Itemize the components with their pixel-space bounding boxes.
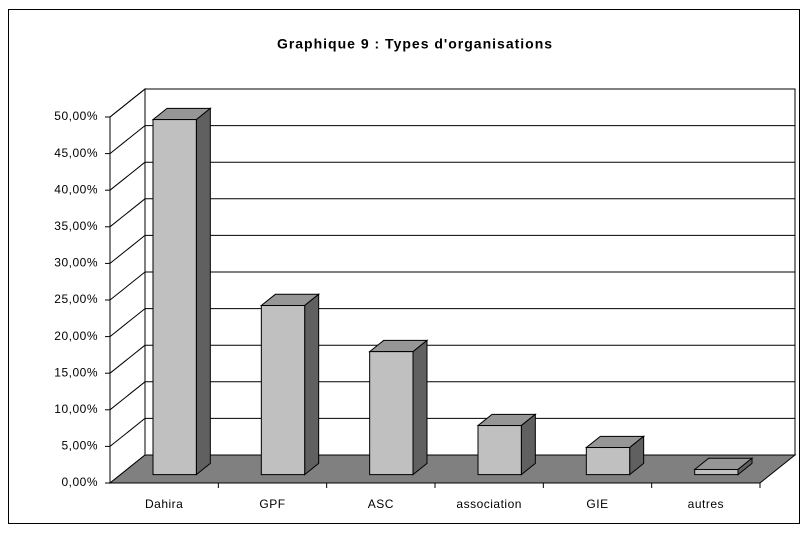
chart-title: Graphique 9 : Types d'organisations bbox=[277, 36, 553, 52]
y-tick-label: 30,00% bbox=[54, 256, 98, 270]
y-tick-label: 0,00% bbox=[61, 475, 98, 489]
grid-line bbox=[109, 381, 146, 411]
y-tick-label: 40,00% bbox=[54, 182, 98, 196]
bar bbox=[260, 305, 306, 476]
bar-side bbox=[412, 339, 428, 476]
grid-line bbox=[109, 235, 146, 264]
x-tick-label: GPF bbox=[259, 497, 285, 511]
grid-line bbox=[109, 271, 146, 301]
grid-line bbox=[109, 125, 146, 154]
y-tick-label: 35,00% bbox=[54, 219, 98, 233]
grid-line bbox=[109, 198, 146, 228]
y-tick-label: 20,00% bbox=[54, 329, 98, 343]
bar bbox=[694, 468, 739, 476]
bar bbox=[477, 425, 522, 476]
grid-line bbox=[109, 161, 146, 191]
grid-line bbox=[109, 88, 146, 118]
bar bbox=[369, 351, 414, 476]
bar-side bbox=[520, 413, 536, 476]
bar-side bbox=[304, 293, 320, 476]
grid-line bbox=[109, 308, 146, 337]
x-tick-label: Dahira bbox=[145, 497, 183, 511]
x-tick-label: GIE bbox=[586, 497, 608, 511]
bar bbox=[152, 119, 197, 476]
floor bbox=[108, 454, 797, 484]
y-tick-label: 45,00% bbox=[54, 146, 98, 160]
x-tick-label: autres bbox=[688, 497, 724, 511]
y-tick-label: 10,00% bbox=[54, 402, 98, 416]
y-tick-label: 50,00% bbox=[54, 109, 98, 123]
x-tick-label: ASC bbox=[368, 497, 394, 511]
grid-line bbox=[109, 418, 146, 447]
x-tick-label: association bbox=[456, 497, 522, 511]
y-tick-label: 5,00% bbox=[61, 439, 98, 453]
y-tick-label: 15,00% bbox=[54, 365, 98, 379]
bar bbox=[585, 447, 631, 476]
y-tick-label: 25,00% bbox=[54, 292, 98, 306]
grid-line bbox=[109, 344, 146, 374]
bar-side bbox=[195, 107, 211, 476]
